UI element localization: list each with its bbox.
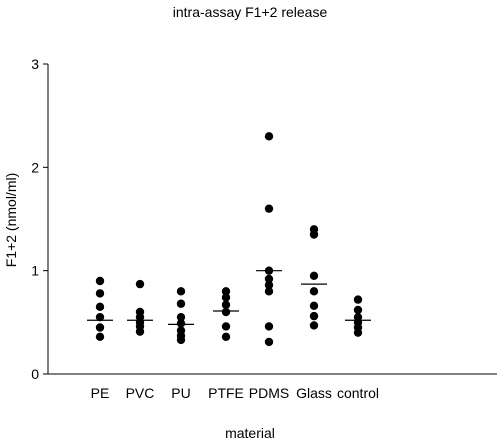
data-point (176, 335, 186, 345)
data-point (176, 312, 186, 322)
y-tick-label: 2 (31, 159, 39, 175)
data-point (221, 300, 231, 309)
y-tick-label: 3 (31, 56, 39, 72)
data-point (135, 327, 145, 336)
data-point (264, 280, 274, 290)
data-point (176, 287, 186, 296)
x-tick-label: PVC (126, 385, 155, 401)
x-axis-label: material (225, 425, 275, 441)
x-tick-label: PE (91, 385, 110, 401)
x-tick-label: PDMS (249, 385, 289, 401)
x-tick-label: control (337, 385, 379, 401)
y-tick-label: 0 (31, 366, 39, 382)
data-point (353, 328, 363, 337)
data-point (221, 322, 231, 331)
data-point (353, 295, 363, 304)
data-point (221, 287, 231, 296)
data-point (264, 337, 274, 347)
data-point (221, 307, 231, 317)
data-point (264, 287, 274, 296)
data-point (176, 299, 186, 308)
data-point (264, 274, 274, 284)
data-point (95, 312, 105, 322)
data-point (95, 302, 105, 312)
data-point (353, 305, 363, 315)
data-point (309, 301, 319, 310)
y-tick-label: 1 (31, 263, 39, 279)
data-point (95, 289, 105, 298)
data-point (135, 279, 145, 289)
data-point (309, 230, 319, 239)
chart-title: intra-assay F1+2 release (172, 4, 328, 20)
data-marks (87, 132, 371, 347)
x-tick-label: PTFE (208, 385, 244, 401)
axes: 0 1 2 3 PE PVC PU PTFE PDMS Glass control (31, 56, 497, 401)
data-point (309, 321, 319, 330)
data-point (95, 332, 105, 341)
data-point (176, 319, 186, 328)
data-point (264, 204, 274, 213)
data-point (264, 132, 274, 141)
x-tick-label: Glass (296, 385, 332, 401)
x-tick-label: PU (171, 385, 190, 401)
data-point (95, 323, 105, 332)
y-axis-label: F1+2 (nmol/ml) (3, 172, 19, 268)
data-point (221, 332, 231, 341)
data-point (309, 311, 319, 321)
data-point (264, 322, 274, 331)
data-point (221, 293, 231, 302)
data-point (309, 271, 319, 281)
data-point (95, 276, 105, 286)
data-point (309, 287, 319, 296)
